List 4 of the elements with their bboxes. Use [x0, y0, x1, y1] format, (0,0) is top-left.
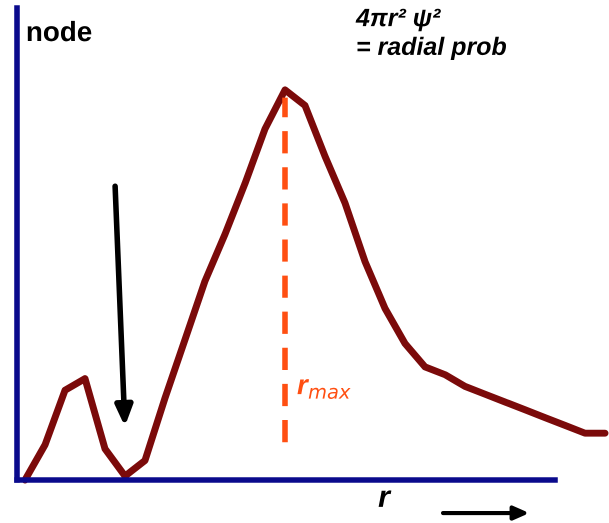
- annotation: r$_{max}$: [297, 379, 351, 399]
- x-axis-title: r: [378, 490, 392, 507]
- text: node: [28, 20, 92, 42]
- chart-title: 4πr² ψ² = radial prob: [356, 8, 506, 60]
